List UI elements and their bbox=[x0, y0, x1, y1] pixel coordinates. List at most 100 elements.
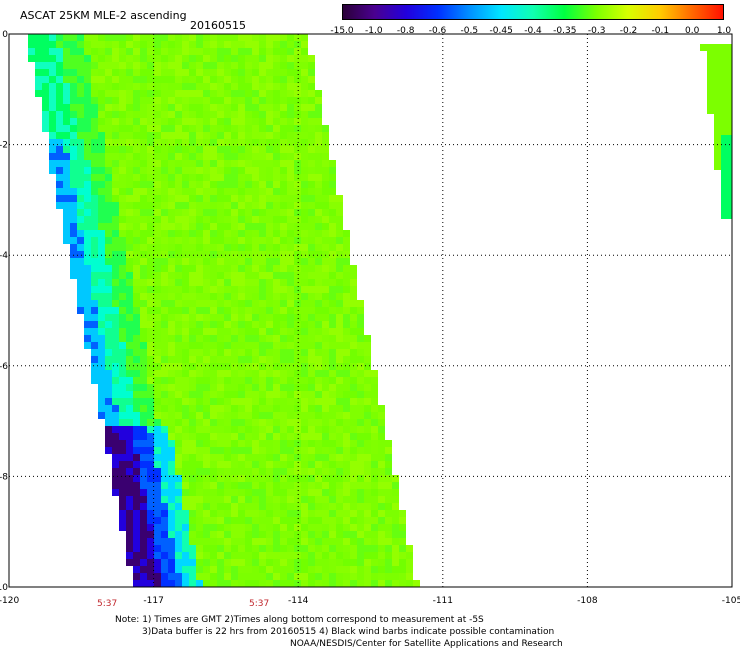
swath-cell bbox=[322, 188, 329, 195]
swath-cell bbox=[315, 244, 322, 251]
swath-cell bbox=[231, 342, 238, 349]
swath-cell bbox=[63, 209, 70, 216]
swath-cell bbox=[266, 76, 273, 83]
swath-cell bbox=[329, 335, 336, 342]
swath-cell bbox=[154, 489, 161, 496]
swath-cell bbox=[140, 97, 147, 104]
swath-cell bbox=[154, 377, 161, 384]
swath-cell bbox=[210, 230, 217, 237]
swath-cell bbox=[315, 286, 322, 293]
swath-cell bbox=[294, 433, 301, 440]
swath-cell bbox=[714, 72, 721, 79]
swath-cell bbox=[280, 34, 287, 41]
swath-cell bbox=[105, 300, 112, 307]
swath-cell bbox=[140, 489, 147, 496]
swath-cell bbox=[280, 111, 287, 118]
swath-cell bbox=[119, 153, 126, 160]
swath-cell bbox=[308, 216, 315, 223]
swath-cell bbox=[161, 153, 168, 160]
swath-cell bbox=[308, 496, 315, 503]
swath-cell bbox=[259, 552, 266, 559]
swath-cell bbox=[91, 356, 98, 363]
swath-cell bbox=[315, 426, 322, 433]
swath-cell bbox=[182, 503, 189, 510]
swath-cell bbox=[84, 244, 91, 251]
swath-cell bbox=[273, 230, 280, 237]
swath-cell bbox=[91, 223, 98, 230]
swath-cell bbox=[301, 216, 308, 223]
swath-cell bbox=[301, 272, 308, 279]
swath-cell bbox=[126, 90, 133, 97]
swath-cell bbox=[287, 286, 294, 293]
swath-cell bbox=[133, 552, 140, 559]
swath-cell bbox=[252, 223, 259, 230]
swath-cell bbox=[217, 132, 224, 139]
swath-cell bbox=[252, 209, 259, 216]
swath-cell bbox=[189, 566, 196, 573]
swath-cell bbox=[203, 272, 210, 279]
swath-cell bbox=[217, 566, 224, 573]
swath-cell bbox=[231, 447, 238, 454]
swath-cell bbox=[245, 48, 252, 55]
swath-cell bbox=[714, 51, 721, 58]
swath-cell bbox=[203, 195, 210, 202]
swath-cell bbox=[161, 580, 168, 587]
swath-cell bbox=[147, 307, 154, 314]
swath-cell bbox=[266, 349, 273, 356]
swath-cell bbox=[294, 216, 301, 223]
swath-cell bbox=[77, 258, 84, 265]
swath-cell bbox=[273, 41, 280, 48]
swath-cell bbox=[392, 524, 399, 531]
swath-cell bbox=[259, 153, 266, 160]
swath-cell bbox=[378, 447, 385, 454]
swath-cell bbox=[182, 188, 189, 195]
swath-cell bbox=[343, 552, 350, 559]
swath-cell bbox=[133, 118, 140, 125]
swath-cell bbox=[287, 209, 294, 216]
swath-cell bbox=[308, 279, 315, 286]
swath-cell bbox=[154, 363, 161, 370]
swath-cell bbox=[238, 503, 245, 510]
swath-cell bbox=[301, 342, 308, 349]
swath-cell bbox=[182, 475, 189, 482]
swath-cell bbox=[329, 545, 336, 552]
swath-cell bbox=[728, 93, 732, 100]
swath-cell bbox=[287, 118, 294, 125]
swath-cell bbox=[301, 251, 308, 258]
swath-cell bbox=[203, 545, 210, 552]
swath-cell bbox=[343, 405, 350, 412]
swath-cell bbox=[168, 524, 175, 531]
swath-cell bbox=[182, 279, 189, 286]
swath-cell bbox=[140, 174, 147, 181]
swath-cell bbox=[280, 139, 287, 146]
swath-cell bbox=[147, 83, 154, 90]
swath-cell bbox=[287, 83, 294, 90]
swath-cell bbox=[273, 286, 280, 293]
swath-cell bbox=[308, 433, 315, 440]
swath-cell bbox=[189, 517, 196, 524]
swath-cell bbox=[154, 300, 161, 307]
swath-cell bbox=[196, 398, 203, 405]
swath-cell bbox=[252, 97, 259, 104]
swath-cell bbox=[301, 454, 308, 461]
swath-cell bbox=[189, 48, 196, 55]
swath-cell bbox=[140, 69, 147, 76]
lon-tick-label: -114 bbox=[288, 596, 309, 606]
swath-cell bbox=[140, 132, 147, 139]
swath-cell bbox=[133, 433, 140, 440]
swath-cell bbox=[266, 573, 273, 580]
swath-cell bbox=[112, 195, 119, 202]
swath-cell bbox=[63, 111, 70, 118]
swath-cell bbox=[84, 174, 91, 181]
swath-cell bbox=[161, 258, 168, 265]
swath-cell bbox=[287, 244, 294, 251]
swath-cell bbox=[280, 195, 287, 202]
swath-cell bbox=[301, 419, 308, 426]
swath-cell bbox=[280, 125, 287, 132]
swath-cell bbox=[98, 195, 105, 202]
swath-cell bbox=[308, 468, 315, 475]
swath-cell bbox=[56, 181, 63, 188]
swath-cell bbox=[392, 496, 399, 503]
swath-cell bbox=[189, 405, 196, 412]
swath-cell bbox=[133, 328, 140, 335]
